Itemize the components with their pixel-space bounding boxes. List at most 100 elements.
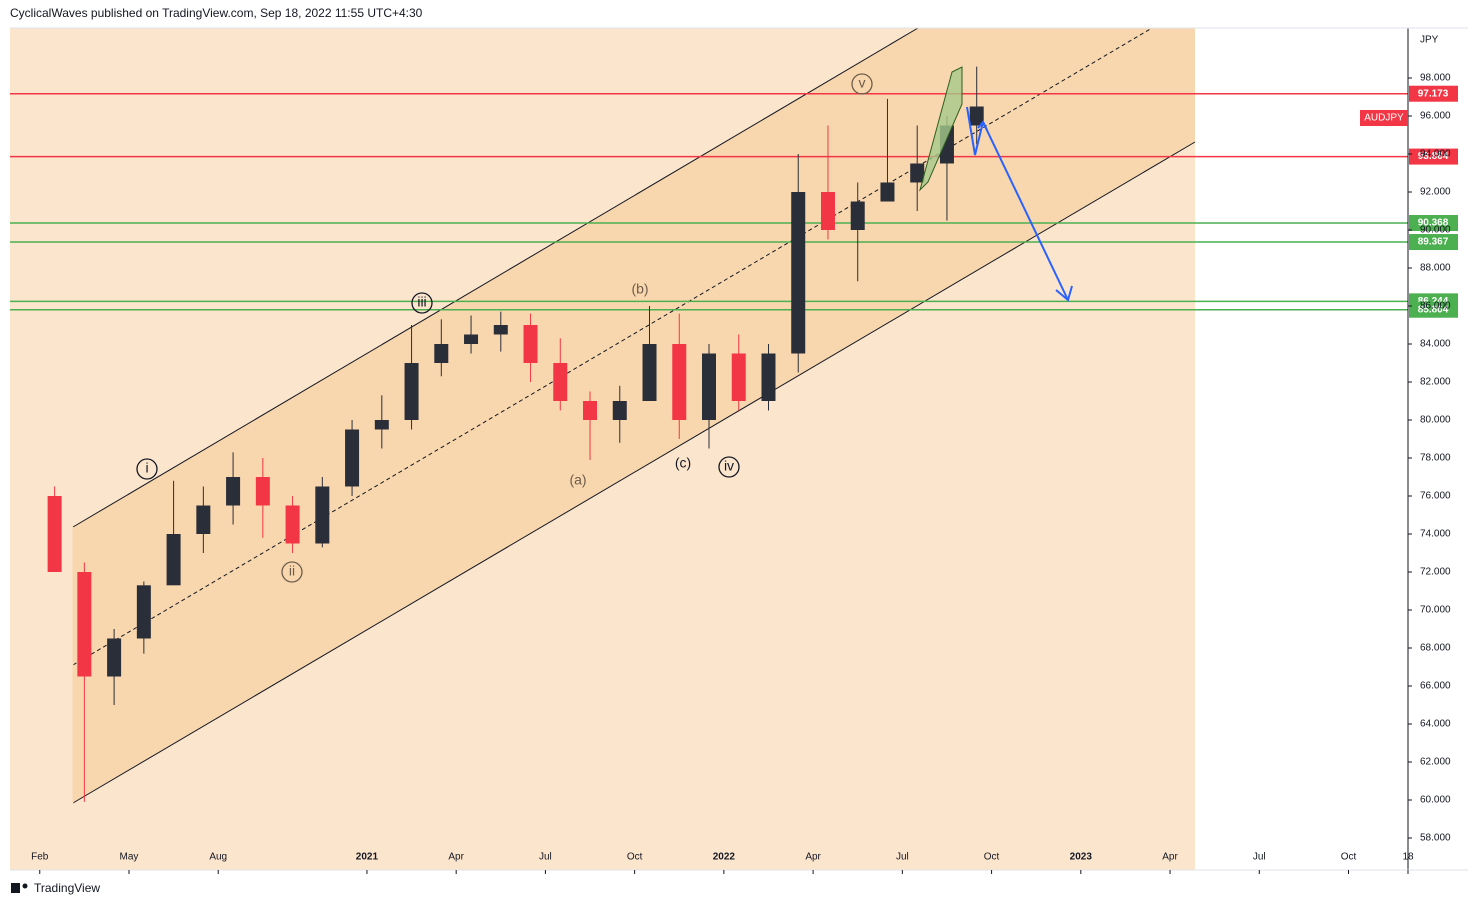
candle-body <box>226 477 241 506</box>
y-tick-label: 58.000 <box>1420 833 1451 844</box>
candle-body <box>315 486 330 544</box>
y-tick-label: 84.000 <box>1420 339 1451 350</box>
candle-body <box>642 344 657 401</box>
x-tick-label: Jul <box>539 852 552 863</box>
y-tick-label: 92.000 <box>1420 187 1451 198</box>
x-tick-label: Feb <box>31 852 49 863</box>
level-badge <box>1409 215 1458 232</box>
wave-circle <box>718 456 740 478</box>
wave-circle <box>851 73 873 95</box>
candle-body <box>166 534 181 586</box>
candle-body <box>404 363 419 420</box>
y-tick-label: 88.000 <box>1420 263 1451 274</box>
channel <box>73 28 1195 803</box>
y-tick-label: 86.000 <box>1420 301 1451 312</box>
y-tick-label: 90.000 <box>1420 225 1451 236</box>
x-tick-label: Apr <box>448 852 464 863</box>
candle-body <box>791 192 806 354</box>
candle-body <box>731 353 746 401</box>
x-tick-label: Jul <box>1253 852 1266 863</box>
candle-body <box>910 163 925 183</box>
x-tick-label: 2023 <box>1070 852 1093 863</box>
wave-label: iv <box>724 458 734 474</box>
candle-body <box>761 353 776 401</box>
candle-body <box>850 201 865 230</box>
wave-label: (b) <box>631 281 648 297</box>
wave-circle <box>136 458 158 480</box>
symbol: AUDJPY <box>1364 113 1404 124</box>
y-tick-label: 66.000 <box>1420 681 1451 692</box>
candle-body <box>285 505 300 544</box>
y-tick-label: 74.000 <box>1420 529 1451 540</box>
candle-body <box>523 325 538 363</box>
currency: JPY <box>1420 35 1439 46</box>
x-tick-label: Oct <box>984 852 1000 863</box>
y-tick-label: 60.000 <box>1420 795 1451 806</box>
y-tick-label: 80.000 <box>1420 415 1451 426</box>
candle-body <box>702 353 716 420</box>
candle-body <box>880 182 895 202</box>
candle-body <box>969 106 984 126</box>
y-tick-label: 70.000 <box>1420 605 1451 616</box>
candle-body <box>345 429 360 487</box>
y-tick-label: 78.000 <box>1420 453 1451 464</box>
candle-body <box>493 325 508 335</box>
level-badge <box>1409 148 1458 165</box>
candle-body <box>612 401 627 420</box>
y-tick-label: 64.000 <box>1420 719 1451 730</box>
candle-body <box>374 420 389 430</box>
level-badge <box>1409 301 1458 318</box>
level-label: 93.864 <box>1418 151 1449 162</box>
level-label: 86.244 <box>1418 296 1449 307</box>
wave-circle <box>411 292 433 314</box>
y-tick-label: 68.000 <box>1420 643 1451 654</box>
arrow-head <box>977 120 988 131</box>
logo <box>11 883 28 893</box>
y-tick-label: 98.000 <box>1420 73 1451 84</box>
candle-body <box>672 344 687 420</box>
x-tick-label: Oct <box>1341 852 1357 863</box>
candle-body <box>464 334 479 344</box>
channel-top <box>72 27 919 528</box>
footer: TradingView <box>34 881 100 895</box>
level-label: 90.368 <box>1418 218 1449 229</box>
wedge <box>919 66 963 192</box>
x-tick-label: Apr <box>1162 852 1178 863</box>
x-tick-label: Jul <box>896 852 909 863</box>
header: CyclicalWaves published on TradingView.c… <box>10 6 423 20</box>
arrow <box>982 121 1069 301</box>
candle-body <box>434 344 449 363</box>
x-tick-label: 2022 <box>713 852 736 863</box>
level-label: 89.367 <box>1418 237 1449 248</box>
candle-body <box>107 638 122 677</box>
candle-body <box>255 477 270 506</box>
x-tick-label: Oct <box>627 852 643 863</box>
x-tick-label: 2021 <box>356 852 379 863</box>
x-tick-label: 18 <box>1402 852 1414 863</box>
level-label: 85.804 <box>1418 304 1449 315</box>
arrow-path <box>966 106 984 156</box>
wave-label: i <box>145 460 148 476</box>
candle-body <box>583 401 598 420</box>
y-tick-label: 62.000 <box>1420 757 1451 768</box>
arrow-head <box>1055 285 1073 302</box>
y-tick-label: 76.000 <box>1420 491 1451 502</box>
candle-body <box>47 496 62 572</box>
wave-label: v <box>859 75 866 91</box>
candle-body <box>77 572 92 677</box>
x-tick-label: Apr <box>805 852 821 863</box>
channel-bottom <box>72 141 1196 804</box>
wave-label: (a) <box>569 472 586 488</box>
candle-body <box>553 363 568 401</box>
x-tick-label: May <box>120 852 139 863</box>
level-label: 97.173 <box>1418 88 1449 99</box>
level-badge <box>1409 85 1458 102</box>
symbol-badge <box>1360 110 1408 126</box>
wave-label: ii <box>289 563 295 579</box>
candle-body <box>820 192 835 230</box>
y-tick-label: 94.000 <box>1420 149 1451 160</box>
y-tick-label: 82.000 <box>1420 377 1451 388</box>
level-badge <box>1409 234 1458 251</box>
x-tick-label: Aug <box>209 852 227 863</box>
candle-body <box>136 585 151 639</box>
